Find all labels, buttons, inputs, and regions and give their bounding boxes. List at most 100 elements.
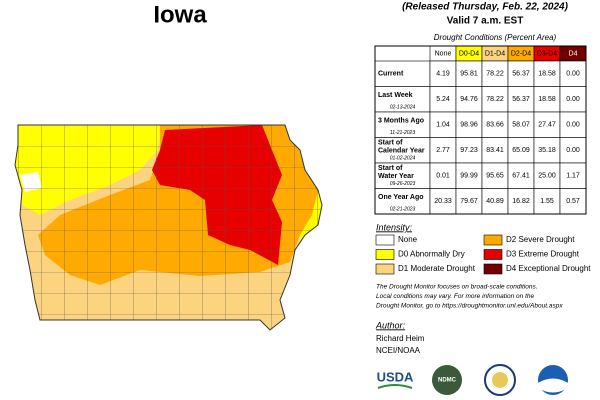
conditions-table: None D0-D4 D1-D4 D2-D4 D3-D4 D4 Current 4.19 95.… (374, 45, 587, 215)
value-cell (507, 137, 535, 164)
legend-label: D1 Moderate Drought (398, 264, 476, 273)
map-title: Iowa (153, 1, 207, 28)
row-label-cell (374, 188, 431, 215)
row-label: 3 Months Ago (378, 118, 424, 125)
value-cell (429, 111, 457, 138)
cell-value: 79.67 (460, 198, 478, 205)
row-label: Current (378, 71, 404, 78)
row-label-cell (374, 162, 431, 189)
cell-value: 65.09 (512, 147, 530, 154)
cell-value: 83.41 (486, 147, 504, 154)
value-cell (533, 111, 561, 138)
row-date: 02-13-2024 (390, 104, 416, 110)
cell-value: 0.00 (566, 122, 580, 129)
column-header: None (435, 50, 452, 57)
row-label-cell (374, 137, 431, 164)
cell-value: 0.00 (566, 71, 580, 78)
row-label: Start of Water Year (378, 165, 414, 180)
legend-swatch (483, 249, 503, 260)
value-cell (429, 162, 457, 189)
cell-value: 40.89 (486, 198, 504, 205)
note-line: Drought Monitor, go to https://droughtmo… (376, 303, 563, 310)
cell-value: 83.66 (486, 122, 504, 129)
legend-title: Intensity: (376, 222, 413, 232)
legend: None D0 Abnormally Dry D1 Moderate Drought… (375, 234, 591, 275)
cell-value: 95.81 (460, 71, 478, 78)
cell-value: 78.22 (486, 96, 504, 103)
cell-value: 67.41 (512, 173, 530, 180)
column-header: D2-D4 (511, 50, 531, 57)
column-header: D4 (569, 50, 578, 57)
row-date: 01-02-2024 (390, 155, 416, 161)
value-cell (481, 60, 509, 87)
legend-label: D3 Extreme Drought (506, 250, 580, 259)
author-name: Richard Heim (376, 334, 425, 343)
legend-swatch (483, 234, 503, 246)
cell-value: 56.37 (512, 96, 530, 103)
author-org: NCEI/NOAA (376, 346, 421, 355)
column-header: D0-D4 (459, 50, 479, 57)
cell-value: 1.04 (436, 122, 450, 129)
cell-value: 0.00 (566, 96, 580, 103)
county-lines (15, 125, 322, 330)
state-outline (14, 124, 323, 331)
cell-value: 0.00 (566, 147, 580, 154)
value-cell (507, 60, 535, 87)
legend-label: D0 Abnormally Dry (398, 250, 465, 259)
cell-value: 1.17 (566, 173, 580, 180)
value-cell (559, 137, 587, 164)
column-header: D1-D4 (485, 50, 505, 57)
cell-value: 2.77 (436, 147, 450, 154)
cell-value: 25.00 (538, 173, 556, 180)
value-cell (533, 188, 561, 215)
commerce-logo (484, 364, 516, 396)
author-heading: Author: (375, 320, 406, 330)
value-cell (429, 188, 457, 215)
noaa-logo (538, 365, 568, 395)
cell-value: 4.19 (436, 71, 450, 78)
legend-label: D4 Exceptional Drought (506, 264, 591, 273)
cell-value: 97.23 (460, 147, 478, 154)
value-cell (429, 137, 457, 164)
cell-value: 98.96 (460, 122, 478, 129)
table-caption: Drought Conditions (Percent Area) (434, 33, 557, 42)
value-cell (481, 188, 509, 215)
cell-value: 35.18 (538, 147, 556, 154)
cell-value: 99.99 (460, 173, 478, 180)
cell-value: 5.24 (436, 96, 450, 103)
row-label-cell (374, 86, 431, 113)
logo-text: NDMC (438, 378, 457, 384)
cell-value: 58.07 (512, 122, 530, 129)
cell-value: 78.22 (486, 71, 504, 78)
cell-value: 27.47 (538, 122, 556, 129)
legend-label: D2 Severe Drought (506, 235, 575, 244)
cell-value: 18.58 (538, 71, 556, 78)
value-cell (455, 162, 483, 189)
table-border (374, 45, 587, 215)
cell-value: 18.58 (538, 96, 556, 103)
row-label: Start of Calendar Year (378, 139, 425, 154)
row-label: Last Week (378, 92, 413, 99)
cell-value: 94.76 (460, 96, 478, 103)
legend-label: None (398, 235, 418, 244)
legend-swatch (483, 263, 503, 275)
ndmc-logo: NDMC (432, 365, 462, 395)
value-cell (559, 60, 587, 87)
note-line: Local conditions may vary. For more info… (376, 293, 535, 300)
row-date: 09-26-2023 (390, 181, 416, 187)
value-cell (429, 60, 457, 87)
valid-time: Valid 7 a.m. EST (447, 16, 524, 27)
row-date: 11-21-2023 (390, 130, 415, 136)
value-cell (559, 162, 587, 189)
cell-value: 16.82 (512, 198, 530, 205)
note-line: The Drought Monitor focuses on broad-sca… (376, 284, 538, 291)
value-cell (507, 162, 535, 189)
note: The Drought Monitor focuses on broad-sca… (376, 284, 563, 310)
row-date: 02-21-2023 (390, 206, 416, 212)
value-cell (533, 86, 561, 113)
cell-value: 1.55 (540, 198, 554, 205)
legend-swatch (375, 249, 395, 260)
row-label: One Year Ago (378, 194, 424, 201)
